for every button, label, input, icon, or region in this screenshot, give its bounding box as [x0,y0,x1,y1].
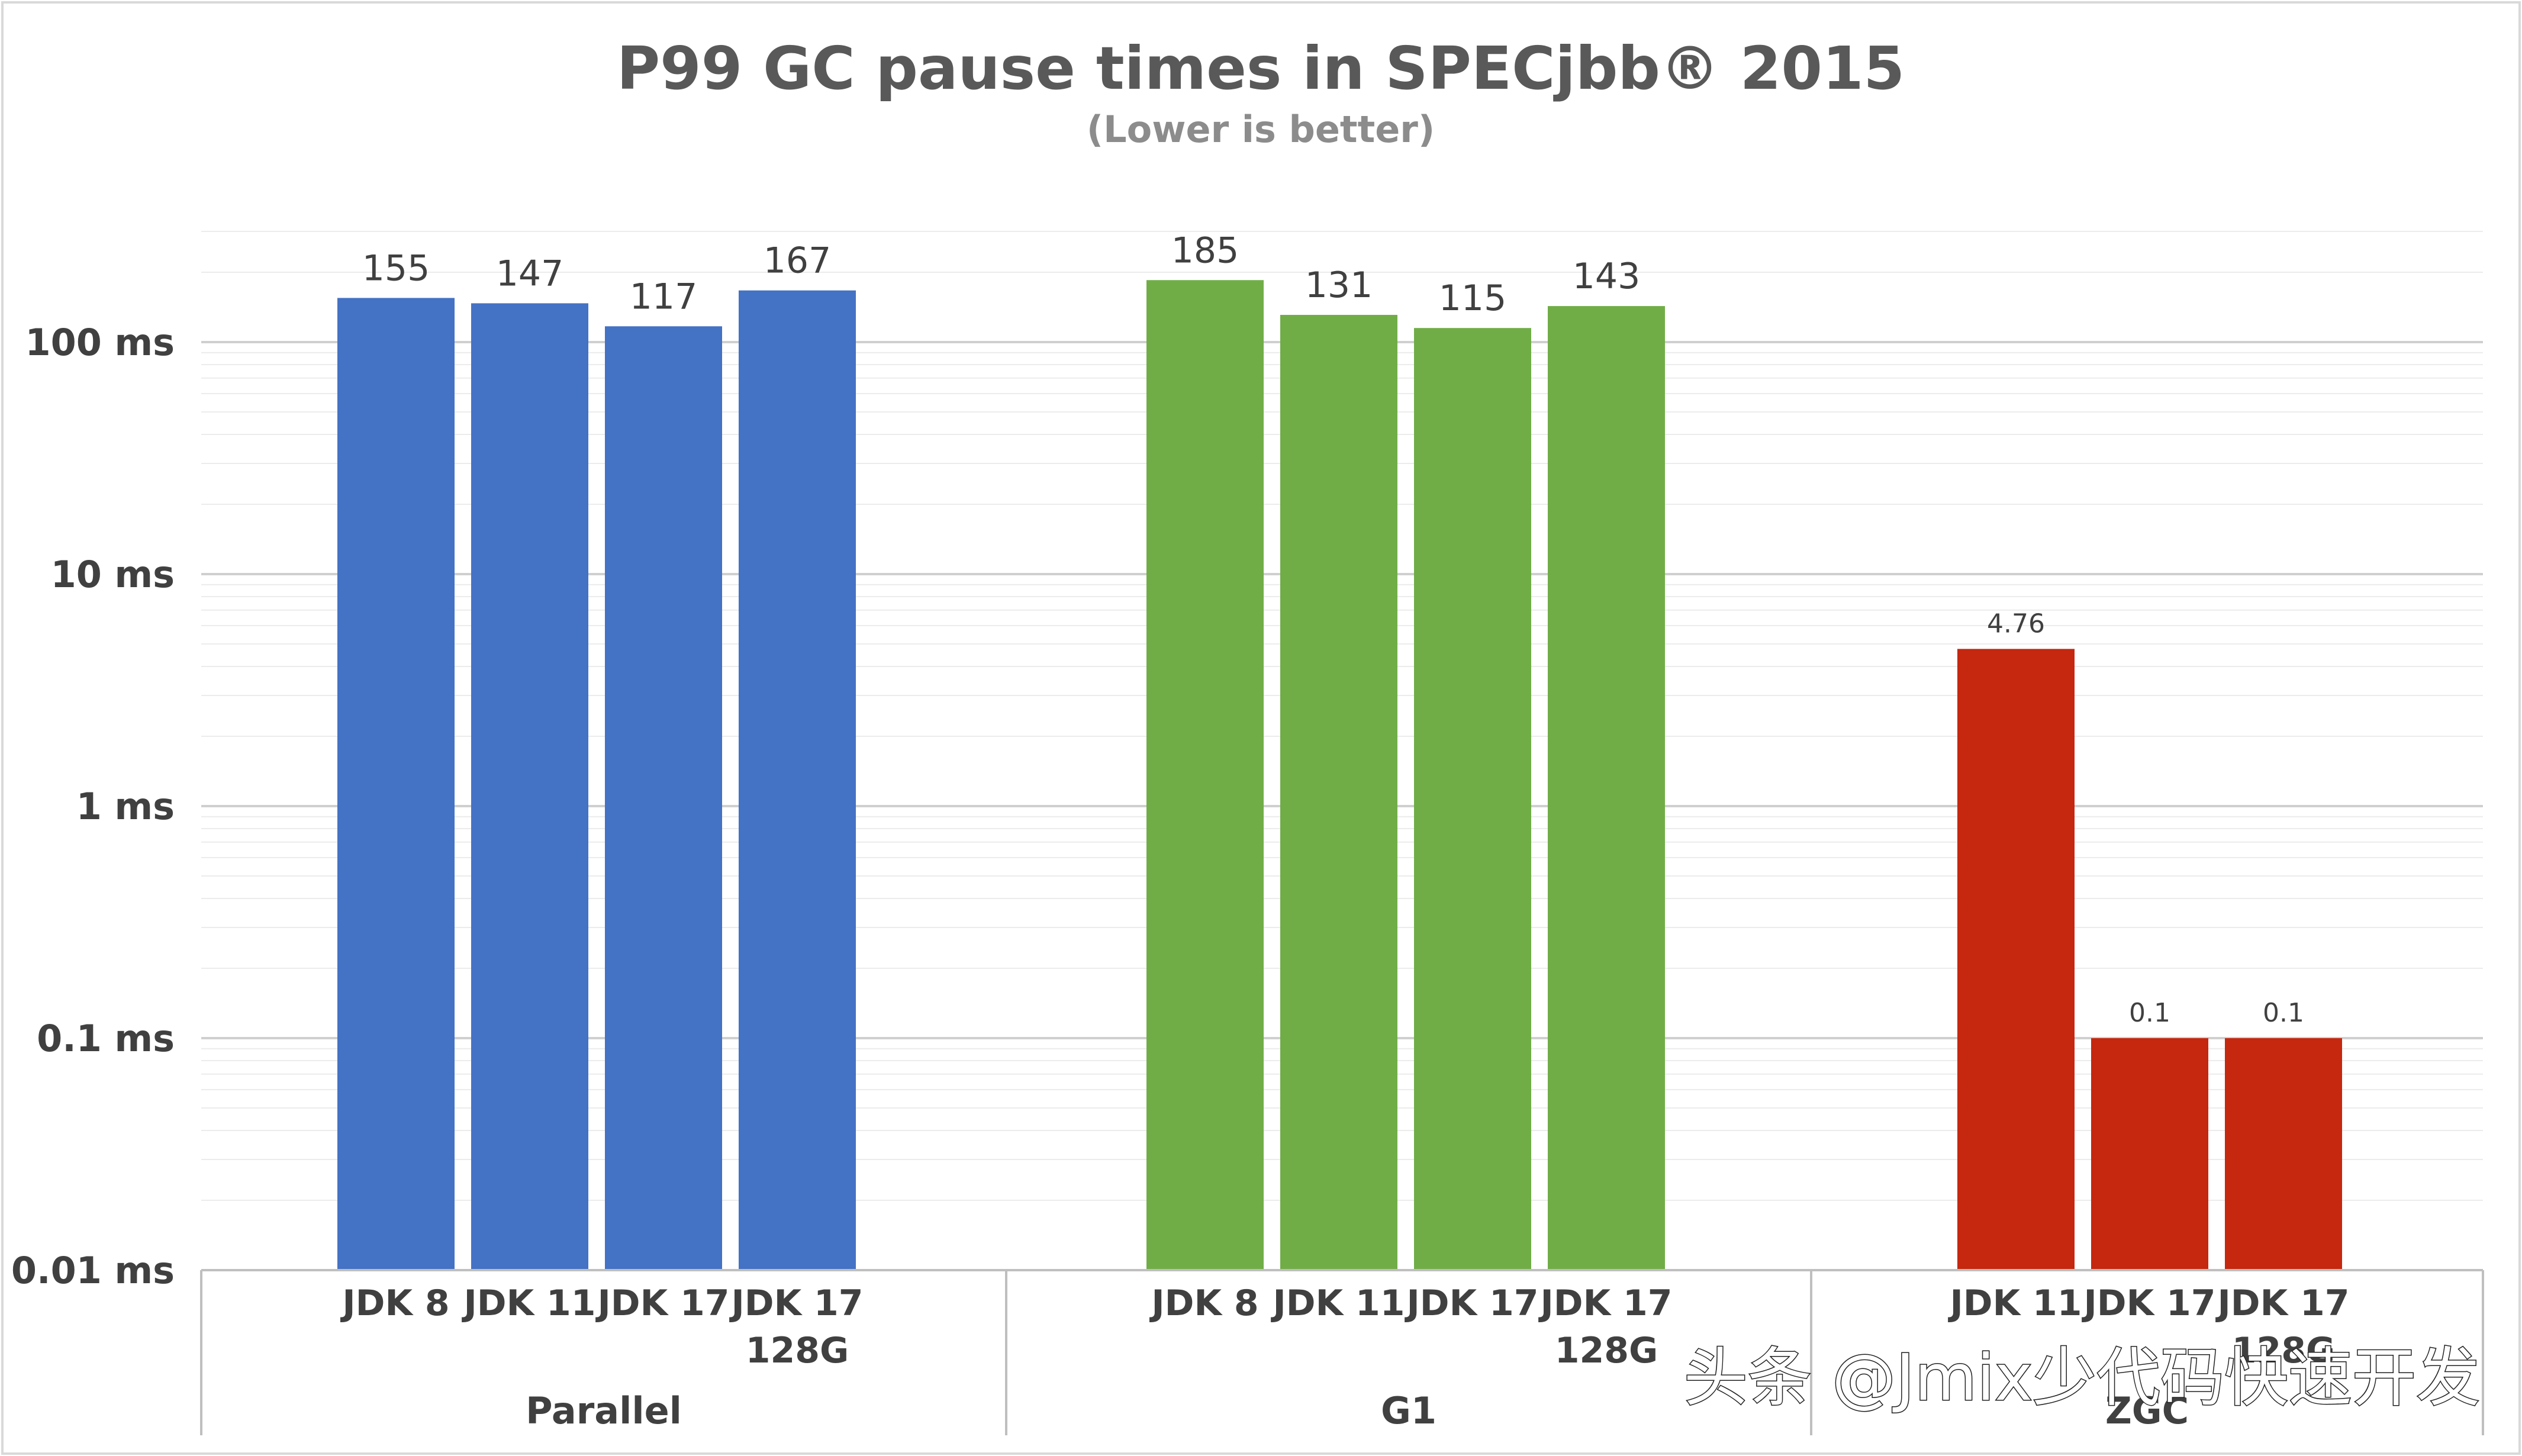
watermark-text: 头条 @Jmix少代码快速开发 [1684,1341,2480,1415]
group-label: Parallel [526,1389,682,1432]
x-tick-label: JDK 17 [2215,1283,2349,1324]
data-label: 167 [764,240,832,282]
y-tick-label: 0.01 ms [11,1249,175,1292]
data-label: 185 [1171,230,1239,271]
data-label: 0.1 [2263,998,2304,1028]
y-tick-label: 10 ms [51,553,175,596]
data-label: 155 [362,247,430,289]
data-label: 147 [496,253,564,294]
x-tick-label: JDK 11 [1270,1283,1405,1324]
group-label: G1 [1381,1389,1436,1432]
bar [739,290,856,1271]
y-tick-label: 1 ms [76,785,175,828]
x-tick-label: JDK 17 [729,1283,863,1324]
chart-subtitle: (Lower is better) [1087,108,1435,151]
chart-title: P99 GC pause times in SPECjbb® 2015 [617,34,1905,103]
x-tick-label: JDK 17 [2081,1283,2215,1324]
x-tick-label: 128G [2232,1330,2336,1371]
bars: 155 147 117 167 185 131 115 143 4.76 0.1 0.1 [337,230,2342,1271]
bar [1146,280,1264,1270]
x-tick-label: JDK 17 [1404,1283,1538,1324]
x-tick-label: JDK 17 [595,1283,729,1324]
bar [1280,315,1397,1270]
group-label: ZGC [2105,1389,2189,1432]
bar [1957,649,2075,1270]
x-tick-label: JDK 8 [340,1283,449,1324]
bar [337,298,455,1270]
bar [605,326,722,1270]
y-tick-label: 0.1 ms [37,1017,175,1060]
data-label: 115 [1439,278,1507,319]
x-tick-label: JDK 8 [1149,1283,1258,1324]
data-label: 143 [1573,256,1641,297]
x-tick-label: JDK 11 [1947,1283,2082,1324]
bar [1548,306,1665,1270]
x-tick-label: 128G [1555,1330,1658,1371]
x-tick-label: 128G [746,1330,849,1371]
y-axis-ticks: 100 ms 10 ms 1 ms 0.1 ms 0.01 ms [11,321,175,1292]
data-label: 131 [1305,265,1373,306]
data-label: 0.1 [2129,998,2170,1028]
data-label: 4.76 [1987,608,2045,639]
x-tick-label: JDK 11 [461,1283,595,1324]
bar [2225,1038,2342,1270]
bar [1414,328,1531,1270]
y-tick-label: 100 ms [25,321,175,364]
bar [2091,1038,2208,1270]
data-label: 117 [630,276,698,317]
x-tick-label: JDK 17 [1538,1283,1672,1324]
bar [471,303,588,1270]
